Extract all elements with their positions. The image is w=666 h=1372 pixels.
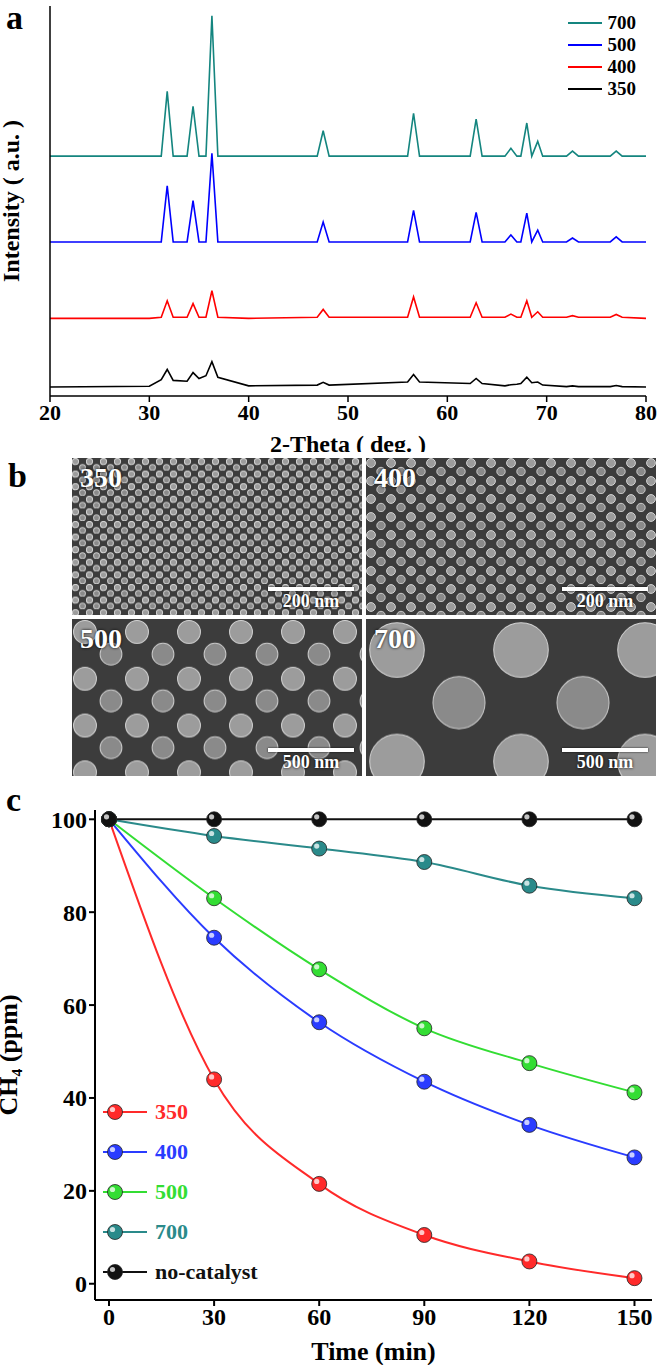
svg-text:30: 30	[138, 400, 160, 425]
html-text:500: 500	[80, 623, 122, 654]
html-text:500 nm: 500 nm	[576, 752, 634, 772]
html-text:b: b	[8, 457, 27, 494]
html-text:350: 350	[80, 462, 122, 493]
html-text:350: 350	[155, 1099, 188, 1124]
svg-text:2-Theta ( deg. ): 2-Theta ( deg. )	[270, 431, 426, 452]
html-text:400: 400	[155, 1139, 188, 1164]
svg-text:40: 40	[63, 1085, 87, 1111]
html-text:500: 500	[155, 1179, 188, 1204]
svg-text:Time (min): Time (min)	[311, 1337, 435, 1365]
svg-text:80: 80	[635, 400, 657, 425]
html-text:400: 400	[374, 462, 416, 493]
html-text:700: 700	[155, 1219, 188, 1244]
html-text:a: a	[6, 0, 23, 36]
html-text:no-catalyst: no-catalyst	[155, 1259, 258, 1284]
svg-text:120: 120	[511, 1304, 547, 1330]
svg-text:90: 90	[412, 1304, 436, 1330]
html-text:350: 350	[607, 78, 636, 99]
html-text:200 nm: 200 nm	[282, 591, 340, 611]
html-text:700: 700	[374, 623, 416, 654]
svg-text:60: 60	[307, 1304, 331, 1330]
svg-text:30: 30	[202, 1304, 226, 1330]
html-text:500: 500	[607, 34, 636, 55]
svg-text:60: 60	[63, 993, 87, 1019]
svg-text:150: 150	[616, 1304, 652, 1330]
svg-text:50: 50	[337, 400, 359, 425]
html-text:400: 400	[607, 56, 636, 77]
html-text:c: c	[6, 781, 22, 818]
svg-text:70: 70	[536, 400, 558, 425]
html-text:500 nm: 500 nm	[282, 752, 340, 772]
svg-text:20: 20	[63, 1178, 87, 1204]
svg-text:80: 80	[63, 900, 87, 926]
svg-text:20: 20	[39, 400, 61, 425]
svg-text:40: 40	[238, 400, 260, 425]
svg-text:60: 60	[436, 400, 458, 425]
svg-text:Intensity ( a.u. ): Intensity ( a.u. )	[0, 120, 24, 282]
html-text:200 nm: 200 nm	[576, 591, 634, 611]
svg-text:0: 0	[75, 1271, 87, 1297]
svg-text:100: 100	[51, 807, 87, 833]
svg-text:CH₄ (ppm): CH₄ (ppm)	[0, 994, 23, 1115]
svg-text:0: 0	[103, 1304, 115, 1330]
html-text:700: 700	[607, 12, 636, 33]
